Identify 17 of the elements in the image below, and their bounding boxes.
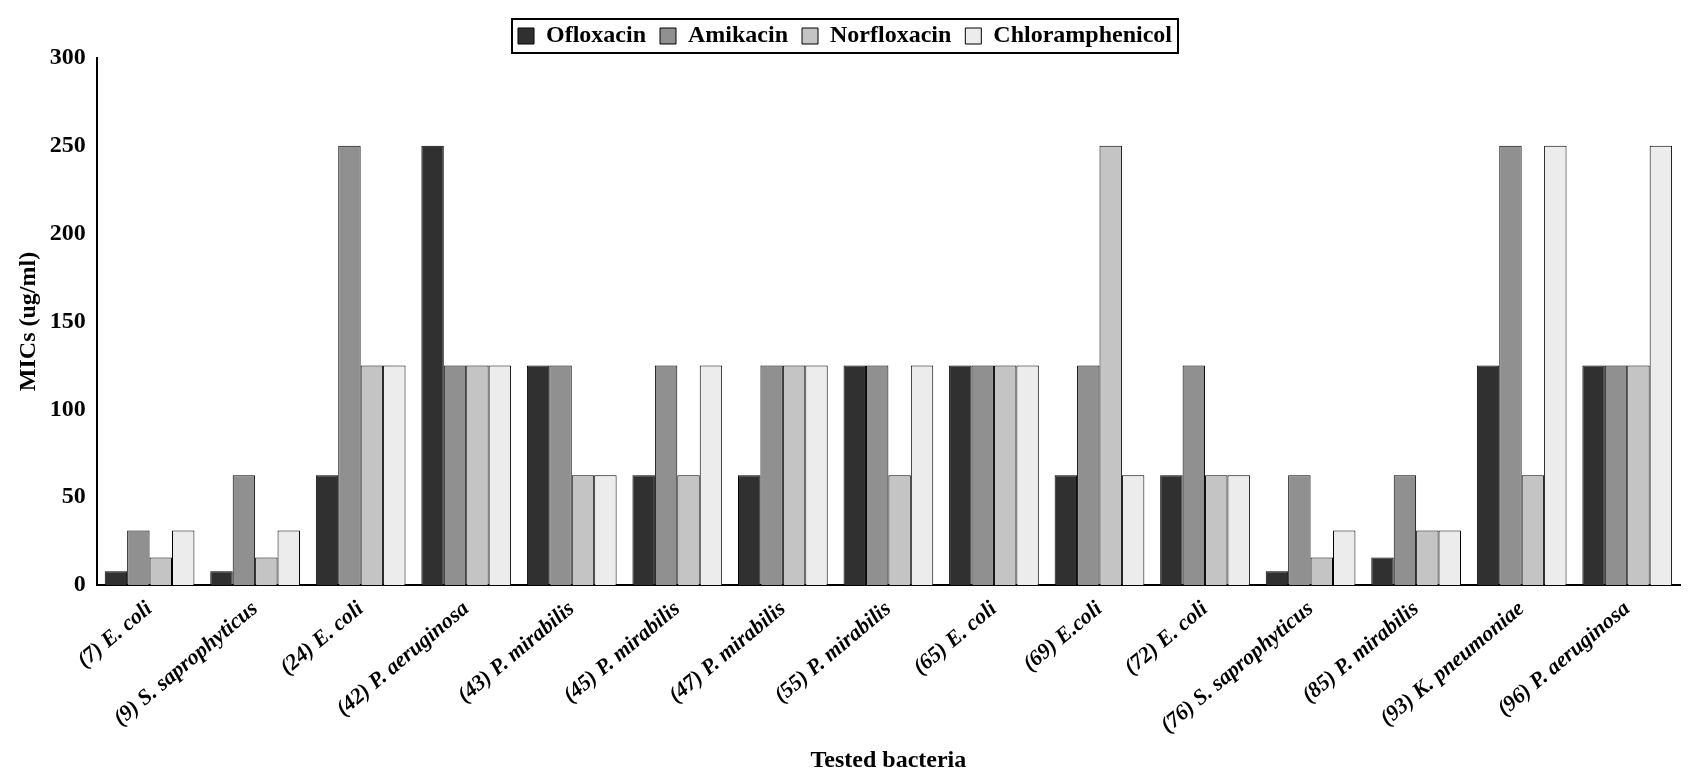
y-tick-label: 0 [73, 570, 86, 597]
y-axis-title: MICs (ug/ml) [13, 251, 40, 392]
legend-label: Chloramphenicol [993, 21, 1173, 48]
y-tick-label: 300 [49, 43, 86, 70]
y-tick-label: 50 [61, 482, 86, 509]
legend-label: Amikacin [688, 21, 789, 48]
x-tick-label: (24) E. coli [274, 594, 369, 680]
legend-label: Ofloxacin [546, 21, 646, 48]
x-tick-label: (65) E. coli [907, 594, 1002, 680]
x-tick-label: (7) E. coli [71, 594, 158, 673]
legend-label: Norfloxacin [830, 21, 952, 48]
y-tick-label: 150 [49, 306, 86, 333]
y-tick-label: 100 [49, 394, 86, 421]
y-tick-label: 200 [49, 218, 86, 245]
x-axis-title: Tested bacteria [810, 745, 967, 772]
x-tick-label: (72) E. coli [1118, 594, 1213, 680]
y-tick-label: 250 [49, 131, 86, 158]
